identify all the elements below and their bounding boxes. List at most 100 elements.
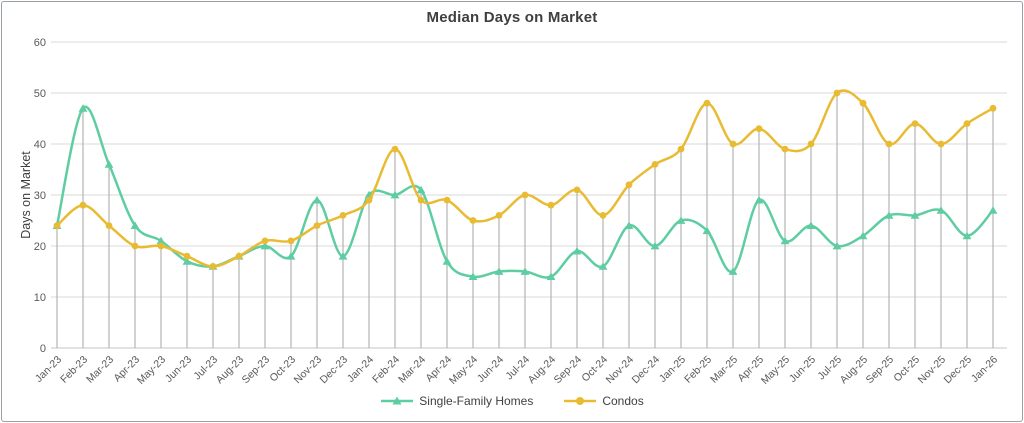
data-point-circle bbox=[755, 125, 763, 133]
x-tick-label: May-24 bbox=[447, 354, 480, 387]
data-point-circle bbox=[209, 263, 217, 270]
data-point-triangle bbox=[520, 267, 530, 275]
x-tick-label: Mar-23 bbox=[84, 354, 116, 386]
x-tick-label: May-25 bbox=[759, 354, 792, 387]
data-point-circle bbox=[495, 212, 503, 219]
y-tick-label: 30 bbox=[34, 190, 46, 202]
data-point-circle bbox=[729, 140, 737, 148]
data-point-triangle bbox=[650, 241, 660, 250]
data-point-triangle bbox=[936, 206, 946, 214]
data-point-triangle bbox=[260, 241, 270, 250]
data-point-triangle bbox=[78, 104, 88, 112]
data-point-circle bbox=[521, 191, 529, 199]
data-point-circle bbox=[131, 242, 139, 250]
data-point-circle bbox=[235, 252, 243, 260]
x-tick-label: Jun-24 bbox=[475, 354, 506, 385]
x-tick-label: Dec-23 bbox=[318, 354, 351, 387]
data-point-triangle bbox=[754, 195, 764, 204]
data-point-circle bbox=[703, 99, 711, 107]
data-point-triangle bbox=[832, 241, 842, 250]
legend-swatch-line-circle-icon bbox=[564, 397, 597, 405]
x-tick-label: Sep-23 bbox=[240, 354, 273, 387]
data-point-circle bbox=[833, 89, 841, 97]
x-tick-label: Dec-25 bbox=[942, 354, 975, 387]
data-point-circle bbox=[417, 196, 425, 204]
data-point-circle bbox=[183, 252, 191, 260]
legend-swatch-line-triangle-icon bbox=[381, 396, 414, 405]
x-tick-label: Feb-23 bbox=[58, 354, 90, 386]
data-point-circle bbox=[313, 222, 321, 230]
data-point-circle bbox=[677, 145, 685, 153]
series-line-single-family bbox=[55, 105, 995, 279]
data-point-triangle bbox=[728, 267, 738, 275]
data-point-triangle bbox=[286, 252, 296, 260]
data-point-circle bbox=[807, 140, 815, 148]
x-tick-label: May-23 bbox=[135, 354, 168, 387]
data-point-circle bbox=[599, 212, 607, 219]
data-point-circle bbox=[989, 104, 997, 112]
data-point-triangle bbox=[806, 221, 816, 229]
x-tick-label: Sep-24 bbox=[552, 354, 585, 387]
y-tick-label: 50 bbox=[34, 88, 46, 100]
data-point-triangle bbox=[988, 206, 998, 214]
x-tick-label: Jan-26 bbox=[969, 354, 1000, 385]
x-tick-label: Mar-25 bbox=[708, 354, 740, 386]
data-point-circle bbox=[469, 217, 477, 224]
data-point-triangle bbox=[546, 272, 556, 280]
x-tick-label: Jan-23 bbox=[33, 354, 64, 385]
data-point-circle bbox=[391, 145, 399, 153]
x-tick-label: Mar-24 bbox=[396, 354, 428, 386]
data-point-triangle bbox=[416, 185, 426, 194]
data-point-circle bbox=[339, 212, 347, 219]
x-tick-label: Dec-24 bbox=[630, 354, 663, 387]
legend-label: Condos bbox=[602, 394, 644, 408]
data-point-circle bbox=[573, 186, 581, 194]
data-point-circle bbox=[547, 201, 555, 209]
x-tick-label: Aug-23 bbox=[214, 354, 247, 387]
data-point-triangle bbox=[702, 226, 712, 235]
data-point-triangle bbox=[130, 221, 140, 229]
x-tick-label: Nov-23 bbox=[292, 354, 325, 387]
data-point-circle bbox=[625, 181, 633, 189]
data-point-circle bbox=[911, 120, 919, 127]
x-tick-label: Feb-25 bbox=[682, 354, 714, 386]
data-point-circle bbox=[651, 161, 659, 168]
y-tick-label: 20 bbox=[34, 241, 46, 253]
x-tick-label: Jan-25 bbox=[657, 354, 688, 385]
data-point-triangle bbox=[104, 160, 114, 168]
y-tick-label: 40 bbox=[34, 139, 46, 151]
x-tick-label: Jun-25 bbox=[787, 354, 818, 385]
data-point-circle bbox=[79, 201, 87, 209]
data-point-triangle bbox=[442, 257, 452, 265]
data-point-triangle bbox=[182, 257, 192, 265]
data-point-triangle bbox=[312, 195, 322, 204]
x-tick-label: Jan-24 bbox=[345, 354, 376, 385]
data-point-circle bbox=[105, 222, 113, 230]
data-point-triangle bbox=[884, 211, 894, 219]
data-point-circle bbox=[885, 140, 893, 148]
x-tick-label: Nov-24 bbox=[604, 354, 637, 387]
data-point-circle bbox=[261, 237, 269, 245]
y-tick-label: 0 bbox=[40, 343, 46, 355]
y-tick-label: 60 bbox=[34, 37, 46, 49]
data-point-triangle bbox=[858, 231, 868, 240]
data-point-triangle bbox=[910, 211, 920, 219]
data-point-circle bbox=[937, 140, 945, 148]
data-point-circle bbox=[443, 196, 451, 204]
data-point-circle bbox=[963, 120, 971, 127]
legend-label: Single-Family Homes bbox=[419, 394, 534, 408]
data-point-triangle bbox=[390, 190, 400, 199]
data-point-circle bbox=[781, 145, 789, 153]
data-point-triangle bbox=[962, 231, 972, 240]
x-tick-label: Feb-24 bbox=[370, 354, 402, 386]
data-point-circle bbox=[859, 99, 867, 107]
chart-legend: Single-Family Homes Condos bbox=[0, 394, 1024, 408]
legend-item-condos: Condos bbox=[563, 394, 644, 408]
x-tick-label: Aug-24 bbox=[526, 354, 559, 387]
x-tick-label: Jun-23 bbox=[163, 354, 194, 385]
data-point-triangle bbox=[572, 246, 582, 255]
data-point-triangle bbox=[494, 267, 504, 275]
data-point-triangle bbox=[780, 236, 790, 245]
